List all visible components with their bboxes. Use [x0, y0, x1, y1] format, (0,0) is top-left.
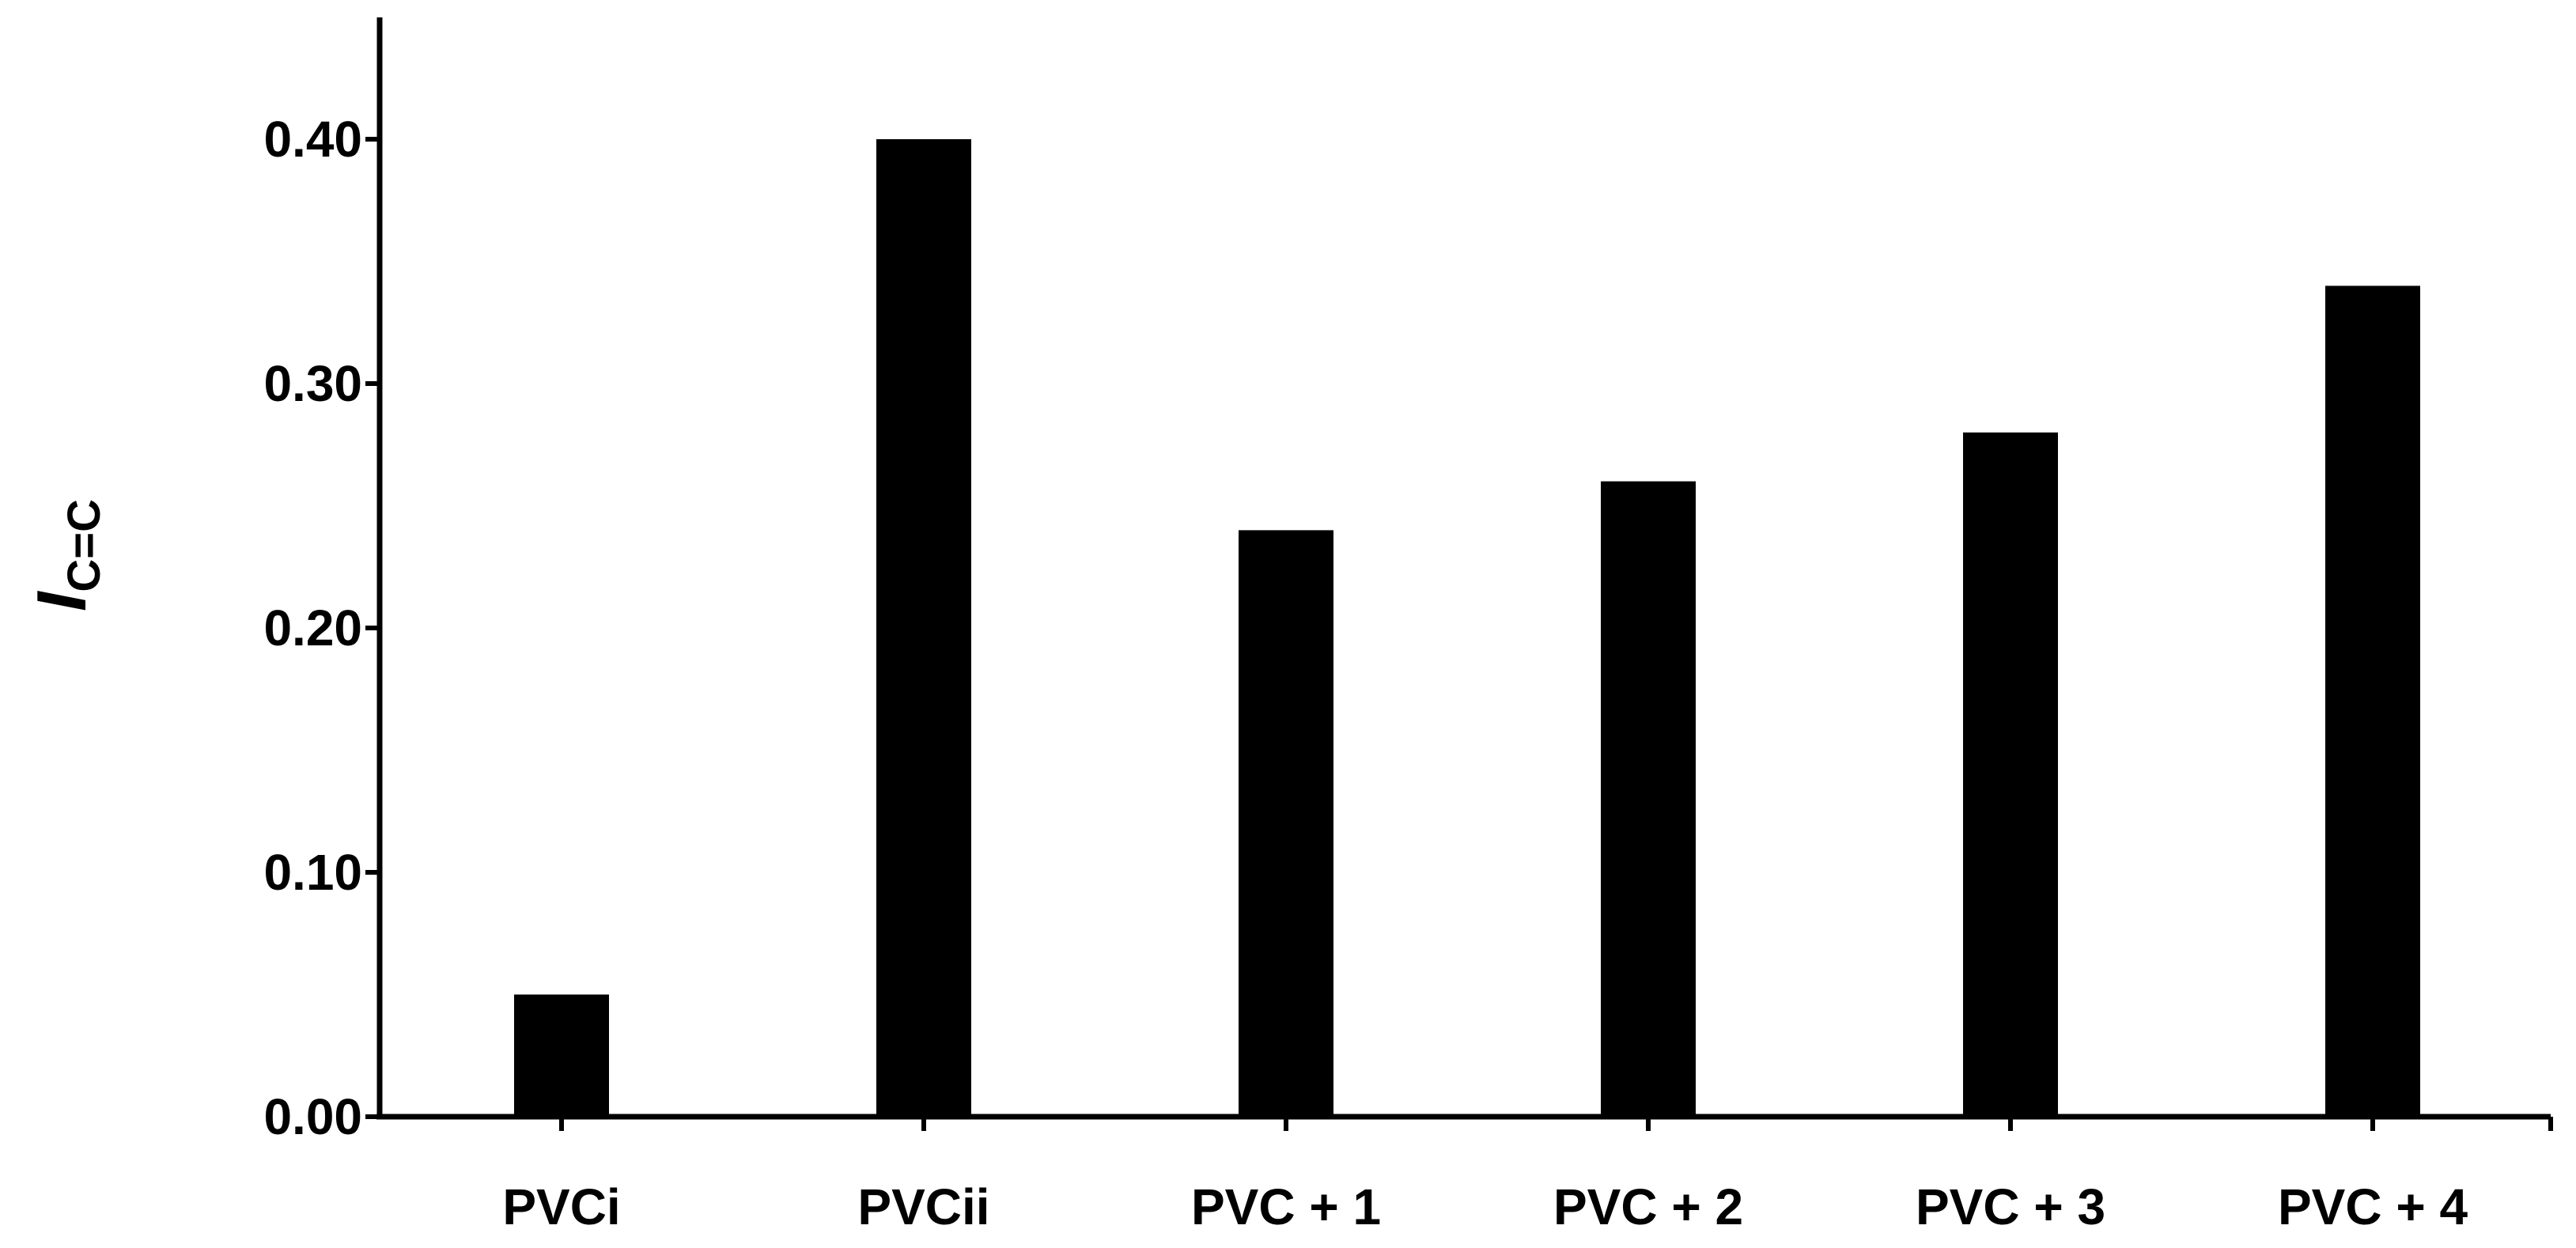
x-ticks: PVCi PVCii PVC + 1 PVC + 2 PVC + 3 PVC + 4 [502, 1117, 2553, 1235]
bar-5 [2325, 286, 2420, 1117]
y-tick-label-3: 0.30 [263, 355, 362, 412]
axes-layer [376, 17, 2551, 1120]
bars-layer [514, 139, 2420, 1117]
x-tick-label-5: PVC + 4 [2278, 1178, 2468, 1235]
y-tick-label-2: 0.20 [263, 599, 362, 656]
x-tick-label-1: PVCii [857, 1178, 989, 1235]
y-tick-label-4: 0.40 [263, 111, 362, 168]
x-tick-label-2: PVC + 1 [1191, 1178, 1381, 1235]
x-tick-label-0: PVCi [502, 1178, 620, 1235]
y-ticks: 0.00 0.10 0.20 0.30 0.40 [263, 111, 380, 1145]
y-axis-label-main: I [22, 591, 100, 611]
y-tick-label-0: 0.00 [263, 1088, 362, 1145]
x-tick-label-4: PVC + 3 [1916, 1178, 2105, 1235]
bar-1 [876, 139, 971, 1117]
bar-0 [514, 994, 609, 1117]
bar-4 [1963, 432, 2058, 1117]
y-tick-label-1: 0.10 [263, 844, 362, 901]
y-axis-label-subscript: C=C [59, 499, 110, 592]
x-tick-label-3: PVC + 2 [1553, 1178, 1743, 1235]
y-axis-label: IC=C [22, 499, 110, 611]
bar-3 [1601, 481, 1696, 1117]
svg-text:IC=C: IC=C [22, 499, 110, 611]
bar-2 [1239, 530, 1333, 1117]
